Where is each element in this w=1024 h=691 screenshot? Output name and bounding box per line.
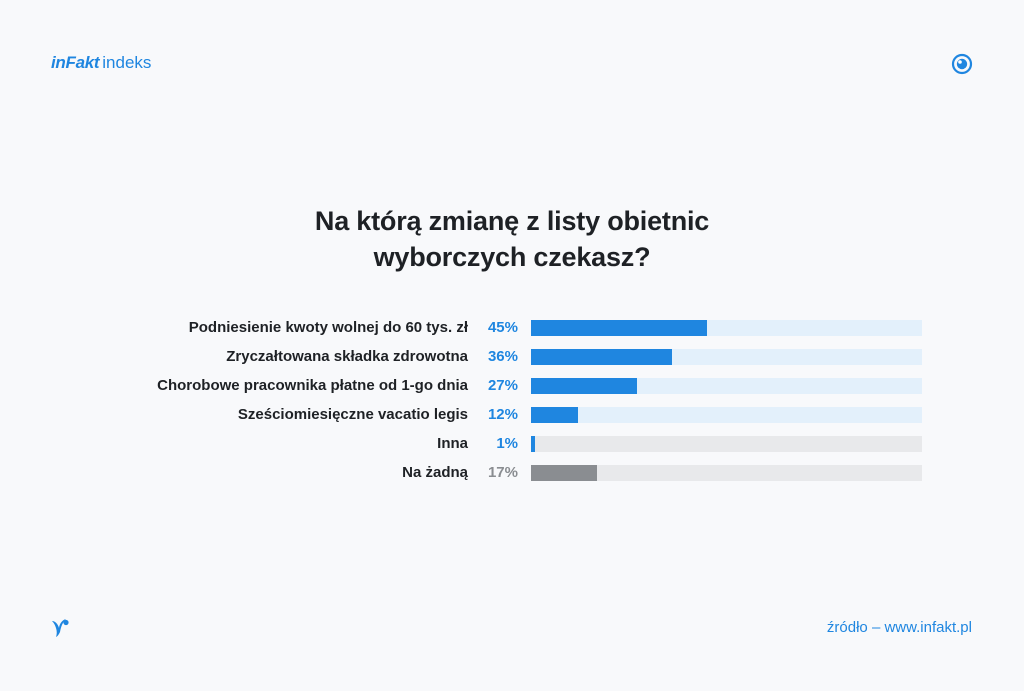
category-label: Na żadną [402, 464, 468, 481]
bar [531, 436, 535, 452]
value-label: 27% [487, 377, 518, 394]
bar [531, 320, 707, 336]
value-label: 45% [487, 319, 518, 336]
bar [531, 349, 672, 365]
bar-track [531, 349, 922, 365]
category-label: Zryczałtowana składka zdrowotna [226, 348, 468, 365]
chart-title-line-2: wyborczych czekasz? [373, 242, 651, 272]
brand-logo-text: inFakt [51, 53, 100, 72]
category-label: Inna [437, 435, 468, 452]
bar-track [531, 320, 922, 336]
bar-track [531, 378, 922, 394]
source-text: źródło – www.infakt.pl [826, 619, 972, 636]
category-label: Podniesienie kwoty wolnej do 60 tys. zł [188, 319, 468, 336]
bar-track [531, 407, 922, 423]
bar [531, 465, 597, 481]
bird-logo-icon [52, 619, 69, 637]
brand-suffix: indeks [102, 53, 152, 72]
brand-logo: inFakt indeks [51, 53, 151, 73]
value-label: 12% [487, 406, 518, 423]
eye-icon [951, 53, 973, 75]
bar [531, 407, 578, 423]
bar-track [531, 465, 922, 481]
value-label: 1% [496, 435, 518, 452]
chart-title: Na którą zmianę z listy obietnic wyborcz… [0, 203, 1024, 275]
value-label: 17% [487, 464, 518, 481]
bar-track [531, 436, 922, 452]
category-label: Chorobowe pracownika płatne od 1-go dnia [157, 377, 468, 394]
bar [531, 378, 637, 394]
chart-title-line-1: Na którą zmianę z listy obietnic [314, 206, 710, 236]
value-label: 36% [487, 348, 518, 365]
category-label: Sześciomiesięczne vacatio legis [237, 406, 468, 423]
